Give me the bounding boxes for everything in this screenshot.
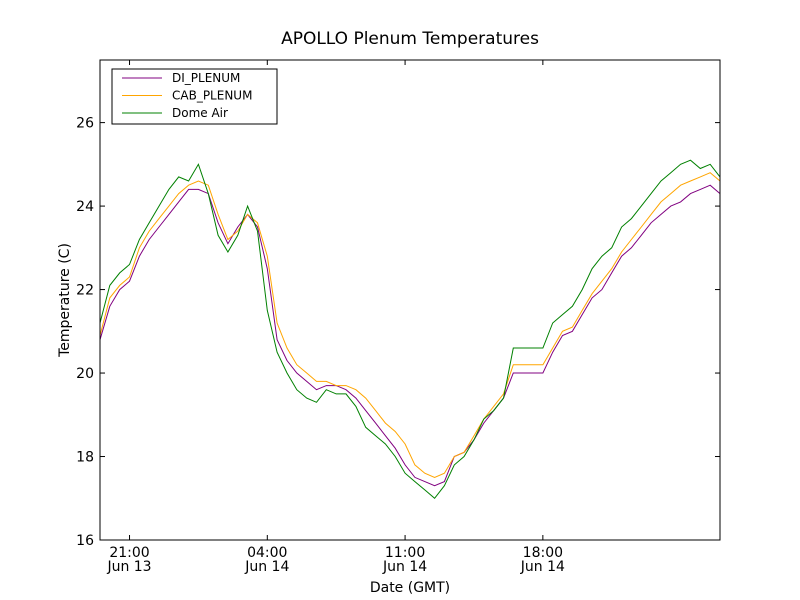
x-tick-label-date: Jun 14: [382, 559, 427, 575]
legend-label: CAB_PLENUM: [172, 89, 252, 103]
x-tick-label-time: 11:00: [385, 545, 425, 561]
legend-label: DI_PLENUM: [172, 71, 240, 85]
x-tick-label-date: Jun 14: [520, 559, 565, 575]
x-tick-label-date: Jun 13: [106, 559, 151, 575]
plot-frame: [99, 59, 721, 541]
series-line-cab-plenum: [99, 172, 721, 478]
x-tick-label-date: Jun 14: [244, 559, 289, 575]
series-layer: [99, 159, 721, 500]
y-tick-label: 16: [76, 533, 94, 549]
series-line-di-plenum: [99, 184, 721, 487]
x-tick-label-time: 04:00: [247, 545, 287, 561]
y-tick-label: 18: [76, 450, 94, 466]
y-tick-label: 22: [76, 283, 94, 299]
y-tick-label: 26: [76, 116, 94, 132]
chart-title: APOLLO Plenum Temperatures: [281, 29, 539, 49]
series-line-dome-air: [99, 159, 721, 500]
legend: DI_PLENUM CAB_PLENUM Dome Air: [111, 68, 278, 125]
y-tick-label: 24: [76, 199, 94, 215]
legend-label: Dome Air: [172, 106, 228, 120]
y-tick-label: 20: [76, 366, 94, 382]
x-tick-label-time: 21:00: [109, 545, 149, 561]
x-tick-label-time: 18:00: [523, 545, 563, 561]
x-axis-label: Date (GMT): [370, 580, 450, 596]
y-axis-label: Temperature (C): [57, 243, 73, 358]
